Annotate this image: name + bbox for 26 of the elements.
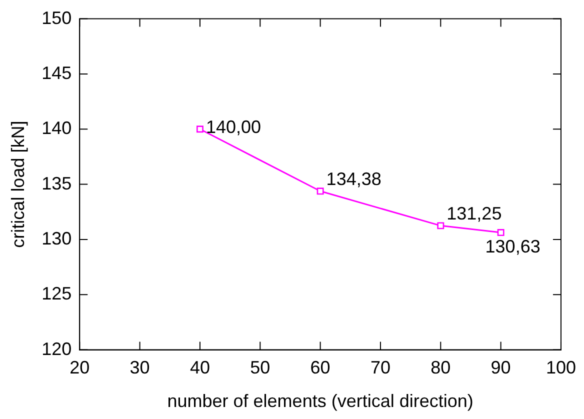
y-axis-title: critical load [kN] <box>8 120 28 248</box>
y-tick-label: 135 <box>42 173 72 194</box>
x-tick-label: 40 <box>190 358 210 378</box>
x-tick-label: 20 <box>70 358 90 378</box>
point <box>497 229 504 236</box>
x-tick-label: 70 <box>370 358 390 378</box>
y-tick-label: 140 <box>42 118 72 138</box>
x-tick-label: 90 <box>490 358 511 378</box>
x-tick-label: 60 <box>310 358 330 378</box>
point <box>196 126 204 133</box>
point <box>316 188 324 195</box>
data-label: 130,63 <box>485 236 540 256</box>
data-label: 134,38 <box>326 169 382 190</box>
y-tick-label: 130 <box>42 228 72 248</box>
data-label: 140,00 <box>206 117 262 138</box>
x-tick-label: 50 <box>250 358 270 378</box>
y-tick-label: 145 <box>42 62 72 83</box>
x-tick-label: 80 <box>430 358 451 378</box>
x-axis-title: number of elements (vertical direction) <box>167 391 474 412</box>
y-tick-label: 150 <box>42 8 72 28</box>
point <box>437 222 444 230</box>
y-tick-label: 125 <box>42 284 72 304</box>
x-tick-label: 100 <box>546 358 576 378</box>
data-label: 131,25 <box>446 204 502 224</box>
x-tick-label: 30 <box>130 358 150 378</box>
y-tick-label: 120 <box>42 338 72 359</box>
